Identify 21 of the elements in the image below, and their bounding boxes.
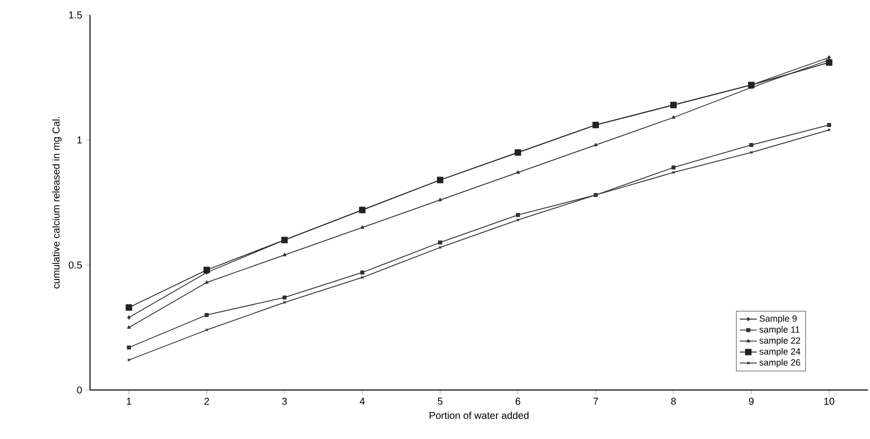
legend-label: sample 22 xyxy=(759,337,800,346)
x-tick-label: 6 xyxy=(516,398,520,405)
x-axis-title: Portion of water added xyxy=(430,412,528,419)
legend-label: sample 11 xyxy=(759,326,800,334)
x-tick-label: 2 xyxy=(204,398,209,405)
y-tick-label: 0 xyxy=(77,386,82,394)
x-tick-label: 5 xyxy=(438,398,442,405)
x-tick-label: 9 xyxy=(749,398,754,405)
y-tick-label: 1.5 xyxy=(69,12,82,18)
x-tick-label: 3 xyxy=(282,398,287,405)
x-tick-label: 4 xyxy=(360,398,365,405)
x-tick-label: 8 xyxy=(671,398,676,405)
x-tick-label: 10 xyxy=(824,398,834,405)
legend-label: Sample 9 xyxy=(760,315,797,324)
x-tick-label: 1 xyxy=(126,398,132,405)
y-axis-title: cumulative calcium released in mg Cal. xyxy=(52,117,62,288)
legend-label: sample 26 xyxy=(759,359,800,368)
y-tick-label: 1 xyxy=(77,136,82,144)
x-tick-label: 7 xyxy=(593,398,598,405)
y-tick-label: 0.5 xyxy=(68,261,82,269)
legend-label: sample 24 xyxy=(759,348,800,356)
